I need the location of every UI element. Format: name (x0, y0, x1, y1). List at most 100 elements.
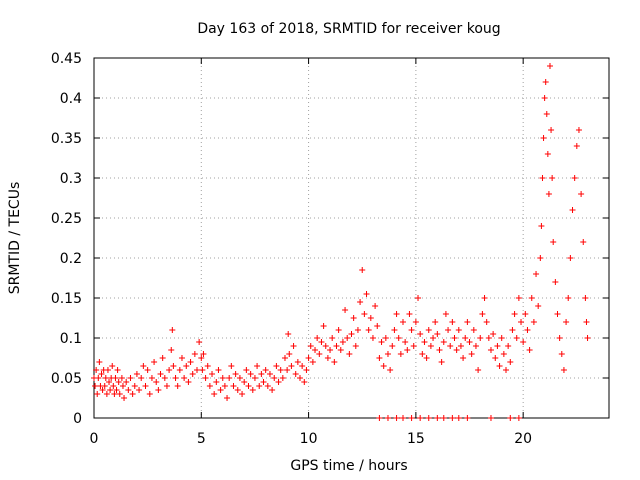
data-point (322, 343, 329, 349)
data-point (400, 415, 406, 421)
data-point (110, 383, 117, 389)
y-tick-label: 0.25 (51, 211, 82, 227)
data-point (350, 315, 357, 321)
x-axis: 0 5 10 15 20 (90, 58, 532, 447)
data-point (316, 351, 323, 357)
data-point (425, 327, 432, 333)
data-point (318, 339, 325, 345)
data-point (324, 355, 331, 361)
data-point (185, 379, 192, 385)
data-point (445, 327, 452, 333)
data-point (352, 343, 359, 349)
data-point (518, 319, 525, 325)
data-point (490, 331, 497, 337)
data-point (286, 351, 293, 357)
data-point (425, 415, 432, 421)
data-point (170, 363, 177, 369)
data-point (109, 363, 116, 369)
data-point (494, 343, 501, 349)
data-point (307, 343, 314, 349)
data-point (119, 383, 126, 389)
data-point (357, 299, 364, 305)
data-point (339, 339, 346, 345)
data-point (438, 359, 445, 365)
data-point (492, 355, 499, 361)
data-point (530, 319, 537, 325)
data-point (432, 319, 439, 325)
x-tick-label: 20 (514, 431, 532, 447)
plot-frame (93, 57, 610, 419)
data-point (241, 379, 248, 385)
data-point (196, 339, 203, 345)
data-point (406, 311, 413, 317)
chart-title: Day 163 of 2018, SRMTID for receiver kou… (197, 21, 500, 37)
data-point (539, 175, 546, 181)
data-point (543, 111, 550, 117)
data-point (288, 363, 295, 369)
y-tick-label: 0.45 (51, 51, 82, 67)
data-point (251, 375, 258, 381)
data-point (550, 239, 557, 245)
data-point (487, 347, 494, 353)
data-point (359, 267, 366, 273)
data-point (415, 295, 422, 301)
data-point (258, 371, 265, 377)
data-point (168, 347, 175, 353)
data-point (462, 335, 469, 341)
data-point (236, 375, 243, 381)
data-point (107, 387, 114, 393)
data-point (451, 335, 458, 341)
data-point (354, 327, 361, 333)
x-tick-label: 15 (407, 431, 425, 447)
data-point (151, 359, 158, 365)
data-point (206, 383, 213, 389)
data-point (363, 291, 370, 297)
y-tick-label: 0.3 (60, 171, 82, 187)
data-point (468, 351, 475, 357)
data-point (540, 135, 547, 141)
data-point (387, 367, 394, 373)
data-point (131, 383, 138, 389)
data-point (548, 127, 555, 133)
data-point (285, 331, 292, 337)
data-point (342, 307, 349, 313)
data-point (260, 379, 267, 385)
data-point (567, 255, 574, 261)
data-point (571, 175, 578, 181)
data-point (116, 391, 123, 397)
data-point (382, 335, 389, 341)
data-point (496, 363, 503, 369)
data-point (146, 391, 153, 397)
data-point (271, 375, 278, 381)
data-point (230, 383, 237, 389)
data-point (380, 363, 387, 369)
data-point (464, 415, 471, 421)
data-point (549, 175, 556, 181)
data-point (417, 331, 424, 337)
data-point (507, 359, 514, 365)
data-point (535, 303, 542, 309)
data-point (166, 367, 173, 373)
data-point (554, 311, 561, 317)
data-point (221, 383, 228, 389)
data-point (254, 363, 261, 369)
data-point (161, 375, 168, 381)
data-point (102, 375, 109, 381)
data-point (95, 375, 102, 381)
data-point (477, 335, 484, 341)
data-point (129, 391, 136, 397)
data-point (309, 359, 316, 365)
data-point (243, 367, 250, 373)
data-point (191, 351, 198, 357)
grid-lines (94, 58, 609, 418)
data-point (247, 371, 254, 377)
data-point (575, 127, 582, 133)
data-point (155, 387, 162, 393)
data-point (172, 375, 179, 381)
data-point (211, 391, 218, 397)
data-point (520, 339, 527, 345)
data-point (485, 335, 492, 341)
data-point (264, 383, 271, 389)
data-point (524, 327, 531, 333)
data-point (457, 343, 464, 349)
